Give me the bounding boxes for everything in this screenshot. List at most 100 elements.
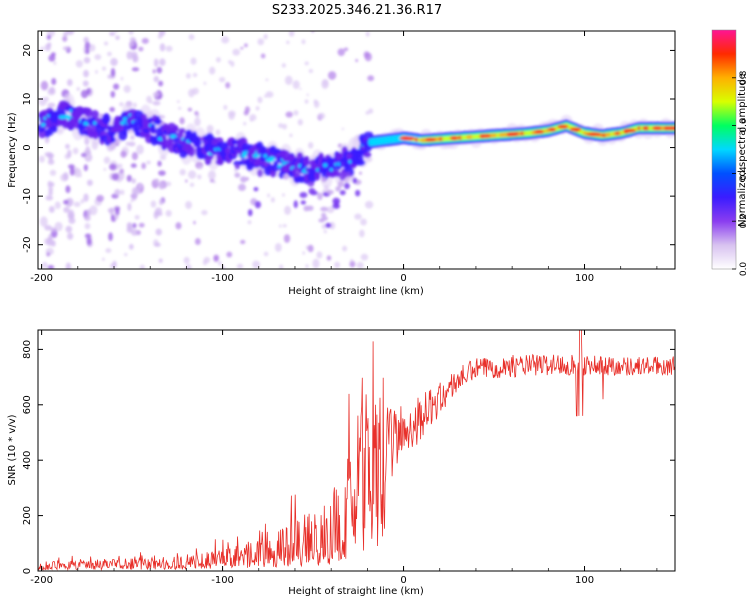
signal-blob xyxy=(317,192,323,201)
noise-blob xyxy=(134,214,140,220)
noise-blob xyxy=(341,127,345,131)
noise-blob xyxy=(131,67,140,72)
noise-blob xyxy=(76,86,80,91)
hot-spot xyxy=(623,128,637,133)
noise-blob xyxy=(47,180,52,188)
spectrogram-x-axis-label: Height of straight line (km) xyxy=(288,286,424,297)
signal-blob xyxy=(337,180,345,188)
noise-blob xyxy=(279,264,284,269)
snr-frame xyxy=(37,329,676,572)
noise-blob xyxy=(48,187,54,192)
noise-blob xyxy=(364,200,374,209)
signal-blob xyxy=(240,176,248,183)
x-tick-label: 100 xyxy=(575,575,594,586)
noise-blob xyxy=(73,201,81,208)
noise-blob xyxy=(119,102,124,107)
noise-blob xyxy=(62,46,70,51)
noise-blob xyxy=(179,168,186,176)
x-tick-label: -100 xyxy=(211,575,234,586)
noise-blob xyxy=(141,37,149,44)
noise-blob xyxy=(240,239,246,245)
noise-blob xyxy=(304,99,309,104)
noise-blob xyxy=(368,108,374,114)
noise-blob xyxy=(128,243,134,250)
noise-blob xyxy=(128,31,134,35)
noise-blob xyxy=(318,112,326,120)
noise-blob xyxy=(45,195,54,201)
snr-y-axis-label: SNR (10 * v/v) xyxy=(7,414,18,485)
hot-spot xyxy=(663,126,675,131)
noise-blob xyxy=(80,199,84,204)
signal-blob xyxy=(172,125,179,133)
noise-blob xyxy=(363,51,370,59)
noise-blob xyxy=(130,228,138,236)
snr-y-ticks: 0 200 400 600 800 xyxy=(22,340,675,574)
noise-blob xyxy=(103,167,107,171)
noise-blob xyxy=(83,57,91,64)
hot-spot xyxy=(547,127,557,132)
signal-blob xyxy=(234,163,241,170)
hot-spot xyxy=(651,126,662,131)
noise-blob xyxy=(185,73,191,79)
noise-blob xyxy=(49,169,57,176)
noise-blob xyxy=(286,40,290,45)
noise-blob xyxy=(308,69,313,74)
noise-blob xyxy=(279,224,282,228)
hot-spot xyxy=(506,132,518,137)
noise-blob xyxy=(48,86,56,95)
y-tick-label: 0 xyxy=(22,568,33,574)
noise-blob xyxy=(360,253,369,261)
noise-blob xyxy=(282,193,285,197)
noise-blob xyxy=(228,59,232,65)
noise-blob xyxy=(185,264,192,269)
signal-blob xyxy=(321,216,329,221)
signal-blob xyxy=(314,170,321,181)
colorbar-ticks: 0.0 0.2 0.4 0.6 0.8 xyxy=(732,70,749,276)
noise-blob xyxy=(365,31,370,37)
noise-blob xyxy=(119,168,124,174)
noise-blob xyxy=(127,222,133,231)
noise-blob xyxy=(327,71,337,80)
noise-blob xyxy=(84,233,92,239)
noise-blob xyxy=(65,197,74,207)
noise-blob xyxy=(120,189,125,195)
noise-blob xyxy=(85,48,90,55)
signal-blob xyxy=(259,146,268,156)
noise-blob xyxy=(359,229,365,238)
noise-blob xyxy=(165,181,172,187)
noise-blob xyxy=(66,78,73,87)
noise-blob xyxy=(249,114,257,121)
noise-blob xyxy=(201,209,208,216)
noise-blob xyxy=(83,193,89,202)
y-tick-label: 20 xyxy=(22,44,33,57)
noise-blob xyxy=(128,41,135,47)
noise-blob xyxy=(183,256,190,264)
signal-blob xyxy=(335,186,341,192)
noise-blob xyxy=(110,90,116,98)
noise-blob xyxy=(156,66,163,74)
noise-blob xyxy=(82,80,89,87)
noise-blob xyxy=(48,205,55,213)
noise-blob xyxy=(193,220,196,225)
noise-blob xyxy=(47,159,55,165)
noise-blob xyxy=(265,78,269,81)
snr-series-line xyxy=(38,330,675,571)
noise-blob xyxy=(103,41,109,46)
noise-blob xyxy=(86,179,93,187)
noise-blob xyxy=(154,178,160,183)
signal-blob xyxy=(363,151,372,158)
noise-blob xyxy=(63,199,69,205)
noise-blob xyxy=(263,33,268,40)
noise-blob xyxy=(111,173,119,181)
signal-blob xyxy=(325,222,332,228)
signal-blob xyxy=(299,192,308,198)
signal-blob xyxy=(303,157,310,167)
hot-spot xyxy=(449,136,459,141)
y-tick-label: 0 xyxy=(22,144,33,150)
noise-blob xyxy=(293,110,299,116)
noise-blob xyxy=(123,85,131,93)
noise-blob xyxy=(342,245,348,252)
signal-blob xyxy=(187,145,196,157)
noise-blob xyxy=(107,51,112,57)
noise-blob xyxy=(267,193,270,198)
